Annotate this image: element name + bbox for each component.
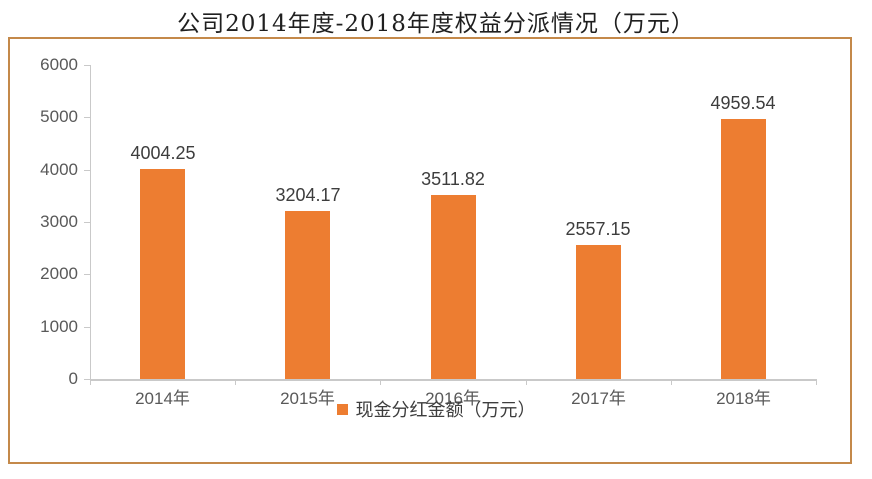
y-axis-line	[90, 65, 91, 379]
x-category-label: 2016年	[425, 389, 480, 408]
x-tick-mark	[380, 379, 381, 385]
x-category-label: 2017年	[571, 389, 626, 408]
x-axis-line	[90, 379, 816, 381]
chart-area: 0 1000 2000 3000 4000 5000 6000 4004.25 2014年 320…	[8, 37, 852, 464]
y-tick-mark	[84, 327, 90, 328]
bar-2014年	[140, 169, 185, 379]
y-tick-label: 5000	[40, 107, 78, 126]
y-tick-mark	[84, 274, 90, 275]
legend-swatch-icon	[336, 403, 348, 415]
y-tick-mark	[84, 222, 90, 223]
bar-value-label: 4004.25	[130, 143, 196, 163]
y-tick-label: 3000	[40, 212, 78, 231]
y-tick-label: 2000	[40, 264, 78, 283]
chart-title: 公司2014年度-2018年度权益分派情况（万元）	[177, 11, 695, 37]
y-tick-mark	[84, 117, 90, 118]
bar-2017年	[576, 245, 621, 379]
y-tick-mark	[84, 379, 90, 380]
x-tick-mark	[90, 379, 91, 385]
bar-value-label: 4959.54	[710, 93, 776, 113]
legend-label: 现金分红金额（万元）	[355, 400, 536, 420]
x-tick-mark	[526, 379, 527, 385]
bar-2016年	[431, 195, 476, 379]
x-tick-mark	[671, 379, 672, 385]
y-tick-label: 4000	[40, 160, 78, 179]
bar-2015年	[285, 211, 330, 379]
bar-value-label: 3204.17	[275, 185, 341, 205]
x-category-label: 2014年	[135, 389, 190, 408]
x-category-label: 2015年	[280, 389, 335, 408]
y-tick-label: 1000	[40, 317, 78, 336]
y-tick-mark	[84, 170, 90, 171]
legend: 现金分红金额（万元）	[0, 396, 872, 422]
bar-value-label: 3511.82	[421, 169, 485, 189]
x-tick-mark	[816, 379, 817, 385]
x-tick-mark	[235, 379, 236, 385]
bar-value-label: 2557.15	[565, 219, 631, 239]
bar-2018年	[721, 119, 766, 379]
y-tick-label: 0	[68, 369, 78, 388]
y-tick-mark	[84, 65, 90, 66]
y-tick-label: 6000	[40, 55, 78, 74]
x-category-label: 2018年	[716, 389, 771, 408]
